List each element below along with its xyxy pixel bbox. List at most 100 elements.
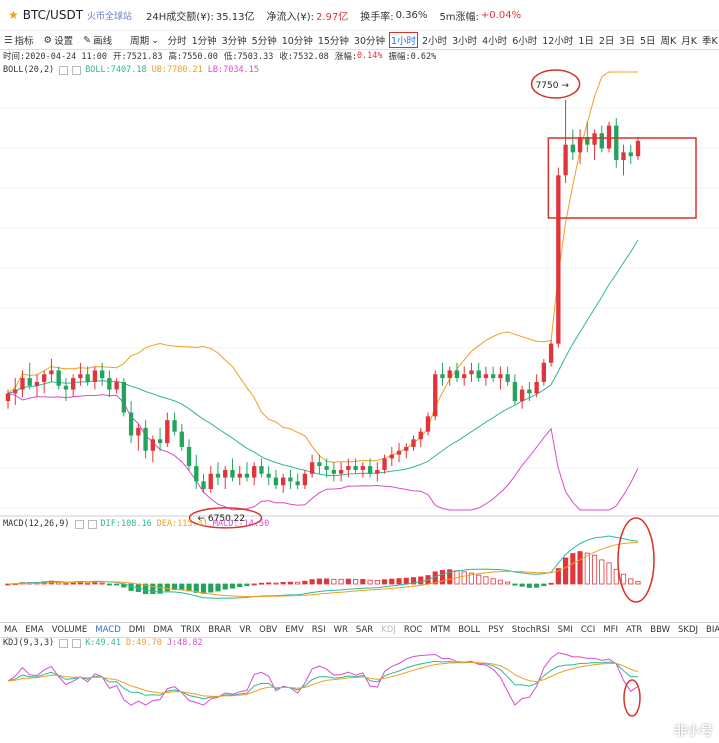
change5m-value: +0.04% — [480, 9, 522, 21]
indicator-tab-4[interactable]: DMI — [128, 625, 146, 635]
candle-body — [78, 374, 83, 379]
indicator-tab-10[interactable]: EMV — [285, 625, 304, 635]
indicator-tab-17[interactable]: BOLL — [458, 625, 481, 635]
macd-histogram-bar — [215, 583, 221, 592]
candle-body — [599, 133, 604, 149]
interval-12[interactable]: 12小时 — [542, 36, 574, 47]
visibility-toggle-icon[interactable] — [59, 65, 69, 75]
macd-histogram-bar — [534, 583, 540, 588]
candle-body — [92, 370, 98, 382]
favorite-star-icon[interactable]: ★ — [8, 8, 19, 22]
interval-2[interactable]: 3分钟 — [221, 36, 247, 47]
volume-value: 35.13亿 — [215, 11, 255, 23]
kdj-name: KDJ(9,3,3) — [3, 638, 55, 648]
macd-histogram-bar — [353, 579, 359, 585]
interval-19[interactable]: 季K — [701, 36, 718, 47]
draw-button[interactable]: ✎ 画线 — [83, 33, 113, 48]
indicator-tab-9[interactable]: OBV — [259, 625, 278, 635]
interval-11[interactable]: 6小时 — [512, 36, 538, 47]
candle-body — [541, 362, 547, 382]
interval-5[interactable]: 15分钟 — [317, 36, 349, 47]
indicator-tab-23[interactable]: ATR — [625, 625, 643, 635]
indicator-tab-25[interactable]: SKDJ — [678, 625, 699, 635]
interval-1[interactable]: 1分钟 — [191, 36, 217, 47]
symbol-title[interactable]: BTC/USDT — [22, 8, 84, 22]
settings-button[interactable]: ⚙ 设置 — [44, 33, 74, 48]
close-icon[interactable] — [72, 638, 82, 648]
indicator-tab-2[interactable]: VOLUME — [51, 625, 88, 635]
candle-body — [498, 374, 503, 379]
interval-4[interactable]: 10分钟 — [281, 36, 313, 47]
candle-body — [367, 466, 373, 474]
interval-9[interactable]: 3小时 — [452, 36, 478, 47]
candle-body — [338, 469, 344, 474]
interval-16[interactable]: 5日 — [639, 36, 656, 47]
ohlc-amplitude: 振幅:0.62% — [388, 52, 437, 62]
indicator-tab-15[interactable]: ROC — [403, 625, 423, 635]
indicator-tab-18[interactable]: PSY — [488, 625, 504, 635]
macd-histogram-bar — [186, 583, 192, 592]
kdj-k-line — [7, 660, 639, 700]
ohlc-readout: 时间:2020-04-24 11:00 开:7521.83 高:7550.00 … — [0, 50, 719, 62]
macd-histogram-bar — [396, 578, 402, 585]
indicator-tab-5[interactable]: DMA — [153, 625, 173, 635]
draw-label: 画线 — [93, 36, 113, 47]
indicator-tab-21[interactable]: CCI — [580, 625, 596, 635]
macd-histogram-bar — [374, 579, 380, 585]
indicator-tab-6[interactable]: TRIX — [180, 625, 201, 635]
interval-0[interactable]: 分时 — [167, 36, 187, 47]
indicator-tab-16[interactable]: MTM — [430, 625, 451, 635]
interval-18[interactable]: 月K — [681, 36, 697, 47]
ohlc-high: 高:7550.00 — [168, 52, 218, 62]
candle-body — [157, 439, 163, 444]
indicator-tab-1[interactable]: EMA — [25, 625, 44, 635]
indicator-tab-3[interactable]: MACD — [95, 625, 121, 635]
interval-7[interactable]: 1小时 — [388, 32, 419, 48]
candle-body — [512, 381, 518, 402]
visibility-toggle-icon[interactable] — [59, 638, 69, 648]
candle-body — [346, 466, 351, 470]
candle-body — [396, 450, 402, 455]
interval-15[interactable]: 3日 — [619, 36, 635, 47]
interval-10[interactable]: 4小时 — [482, 36, 508, 47]
interval-13[interactable]: 1日 — [578, 36, 594, 47]
close-icon[interactable] — [87, 519, 97, 529]
candle-body — [469, 370, 474, 375]
indicator-tab-19[interactable]: StochRSI — [511, 625, 550, 635]
candle-body — [331, 469, 337, 474]
ohlc-change-label: 涨幅: — [334, 52, 357, 62]
indicator-tab-11[interactable]: RSI — [311, 625, 326, 635]
interval-8[interactable]: 2小时 — [422, 36, 448, 47]
indicator-tab-12[interactable]: WR — [333, 625, 348, 635]
indicator-icon: ☰ — [4, 34, 13, 46]
indicator-tab-14[interactable]: KDJ — [381, 625, 396, 635]
chevron-down-icon: ⌄ — [151, 34, 160, 46]
period-dropdown[interactable]: 周期 ⌄ — [130, 33, 160, 48]
indicator-tab-7[interactable]: BRAR — [208, 625, 232, 635]
kdj-j-line — [7, 652, 639, 706]
indicator-tab-24[interactable]: BBW — [650, 625, 671, 635]
candle-body — [534, 381, 539, 394]
indicator-tab-22[interactable]: MFI — [603, 625, 618, 635]
interval-6[interactable]: 30分钟 — [353, 36, 385, 47]
indicator-tab-0[interactable]: MA — [4, 625, 18, 635]
macd-histogram-bar — [114, 583, 120, 586]
indicator-tab-8[interactable]: VR — [239, 625, 252, 635]
close-icon[interactable] — [72, 65, 82, 75]
candle-body — [606, 125, 612, 149]
macd-histogram-bar — [497, 579, 503, 585]
interval-3[interactable]: 5分钟 — [251, 36, 277, 47]
indicator-tab-20[interactable]: SMI — [557, 625, 573, 635]
indicator-tab-13[interactable]: SAR — [355, 625, 374, 635]
macd-histogram-bar — [258, 582, 265, 585]
interval-14[interactable]: 2日 — [598, 36, 615, 47]
indicator-tab-26[interactable]: BIAS — [706, 625, 719, 635]
boll-legend: BOLL(20,2) BOLL:7407.18 UB:7780.21 LB:70… — [3, 65, 264, 75]
indicator-button[interactable]: ☰ 指标 — [4, 33, 34, 48]
candle-body — [353, 466, 358, 470]
candle-body — [505, 374, 510, 382]
macd-histogram-bar — [229, 583, 236, 589]
interval-17[interactable]: 周K — [660, 36, 677, 47]
visibility-toggle-icon[interactable] — [74, 519, 84, 529]
